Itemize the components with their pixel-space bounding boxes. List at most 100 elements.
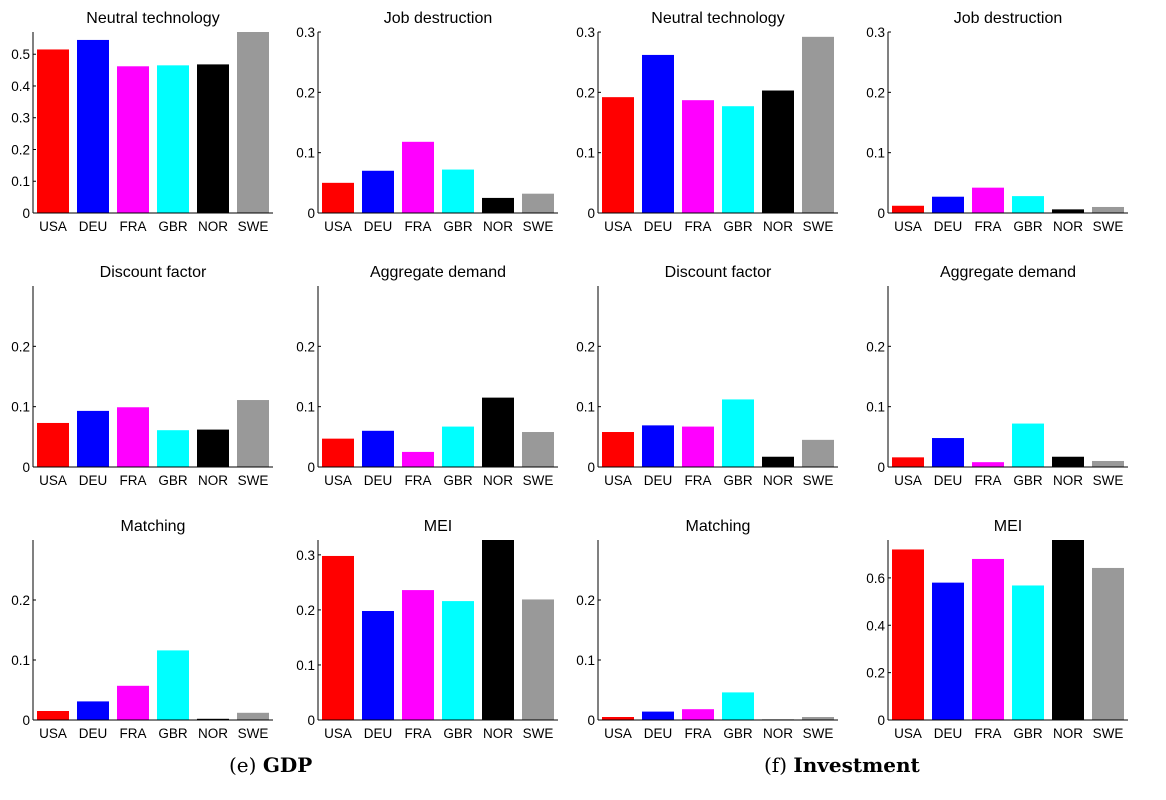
y-tick-label: 0 [22,713,30,728]
bar-deu [77,701,109,720]
x-tick-label: NOR [483,726,513,741]
bar-swe [522,599,554,720]
x-tick-label: NOR [198,726,228,741]
bar-swe [237,400,269,467]
bar-gbr [157,650,189,720]
x-tick-label: GBR [158,726,188,741]
x-tick-label: GBR [443,473,473,488]
bar-swe [1092,206,1124,213]
bar-gbr [157,65,189,213]
bar-deu [77,39,109,213]
y-tick-label: 0.2 [11,339,30,354]
panel-title: Neutral technology [651,10,784,27]
panel-title: MEI [994,518,1022,535]
y-tick-label: 0.1 [866,146,885,161]
x-tick-label: SWE [803,219,834,234]
bar-usa [602,97,634,213]
y-tick-label: 0.1 [576,146,595,161]
x-tick-label: DEU [644,726,673,741]
bar-swe [1092,567,1124,720]
x-tick-label: USA [324,219,352,234]
x-tick-label: SWE [803,726,834,741]
y-tick-label: 0.4 [866,618,885,633]
y-tick-label: 0.3 [296,548,315,563]
y-tick-label: 0.2 [866,666,885,681]
panel-title: Neutral technology [86,10,219,27]
bar-usa [892,205,924,213]
bar-swe [802,717,834,720]
bar-usa [892,457,924,467]
bar-usa [892,549,924,720]
x-tick-label: NOR [198,473,228,488]
y-tick-label: 0.1 [296,146,315,161]
bar-gbr [722,692,754,720]
bar-deu [642,54,674,214]
y-tick-label: 0.2 [296,603,315,618]
y-tick-label: 0.2 [296,85,315,100]
bar-nor [1052,456,1084,467]
caption-investment: (f) Investment [764,753,920,777]
bar-gbr [442,601,474,720]
y-tick-label: 0.2 [576,85,595,100]
x-tick-label: DEU [934,726,963,741]
x-tick-label: DEU [934,219,963,234]
x-tick-label: FRA [685,219,712,234]
chart-panel: Neutral technology USA DEU FRA GBR NOR SWE 0 0.1… [576,10,838,234]
x-tick-label: USA [39,473,67,488]
y-tick-label: 0.3 [576,25,595,40]
bar-nor [1052,540,1084,720]
panel-title: Discount factor [665,264,772,281]
x-tick-label: FRA [685,473,712,488]
y-tick-label: 0.3 [11,111,30,126]
bar-deu [932,438,964,467]
y-tick-label: 0.1 [576,400,595,415]
bar-nor [762,90,794,213]
y-tick-label: 0.2 [866,85,885,100]
bar-deu [642,425,674,467]
y-tick-label: 0.6 [866,571,885,586]
y-tick-label: 0 [587,206,595,221]
x-tick-label: DEU [644,473,673,488]
x-tick-label: DEU [364,219,393,234]
chart-panel: Matching USA DEU FRA GBR NOR SWE 0 0.1 0.2 [11,518,273,741]
x-tick-label: USA [604,726,632,741]
bar-fra [402,451,434,467]
bar-nor [197,429,229,467]
x-tick-label: GBR [723,473,753,488]
y-tick-label: 0 [877,460,885,475]
bar-gbr [442,169,474,213]
y-tick-label: 0 [877,713,885,728]
x-tick-label: USA [604,473,632,488]
bar-fra [682,100,714,213]
x-tick-label: FRA [405,473,432,488]
panel-title: Matching [686,518,751,535]
y-tick-label: 0.3 [296,25,315,40]
caption-title: Investment [793,753,920,777]
y-tick-label: 0 [22,460,30,475]
x-tick-label: GBR [1013,726,1043,741]
bar-swe [522,193,554,213]
x-tick-label: SWE [523,726,554,741]
x-tick-label: NOR [198,219,228,234]
bar-fra [972,462,1004,467]
bar-nor [1052,209,1084,213]
bar-gbr [1012,423,1044,467]
x-tick-label: DEU [934,473,963,488]
bar-gbr [722,106,754,213]
x-tick-label: NOR [763,219,793,234]
x-tick-label: USA [39,219,67,234]
bar-gbr [722,399,754,467]
x-tick-label: SWE [523,219,554,234]
bar-fra [117,407,149,467]
y-tick-label: 0.1 [11,653,30,668]
y-tick-label: 0.1 [11,174,30,189]
caption-title: GDP [262,753,313,777]
bar-fra [402,590,434,720]
bar-deu [362,611,394,720]
bar-nor [197,64,229,213]
x-tick-label: GBR [443,726,473,741]
y-tick-label: 0 [307,713,315,728]
y-tick-label: 0.4 [11,79,30,94]
x-tick-label: NOR [483,473,513,488]
